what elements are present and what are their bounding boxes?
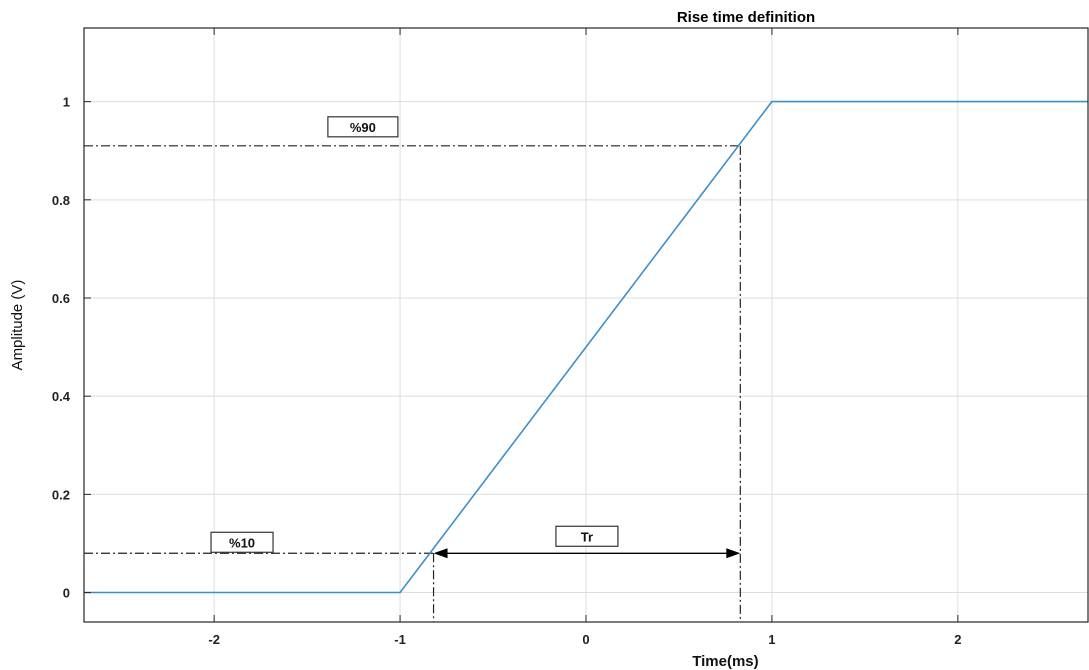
low-threshold-box [210,531,274,553]
y-tick-label: 0.4 [52,389,71,404]
low-threshold-label: %10 [229,535,255,550]
rise-time-label: Tr [581,529,593,544]
y-tick-label: 0.2 [52,487,70,502]
chart-title: Rise time definition [677,9,815,26]
rise-time-arrow [433,548,741,559]
x-tick-label: -2 [208,632,220,647]
signal-line [84,100,1088,594]
rise-time-box [555,525,619,547]
arrow-head-left [433,548,448,559]
axis-ticks: -2 -1 0 1 2 0 0.2 0.4 0.6 0.8 1 [52,28,961,647]
x-tick-label: 0 [582,632,589,647]
x-axis-label: Time(ms) [692,653,758,670]
arrow-head-right [726,548,741,559]
y-tick-label: 0 [63,586,70,601]
y-tick-label: 0.6 [52,291,70,306]
x-tick-label: 2 [954,632,961,647]
y-axis-label: Amplitude (V) [9,280,26,371]
x-tick-label: 1 [768,632,775,647]
x-tick-label: -1 [394,632,406,647]
y-tick-label: 1 [63,95,70,110]
threshold-guides [84,145,741,622]
y-tick-label: 0.8 [52,193,70,208]
annotation-boxes: %10 %90 Tr [210,116,619,553]
high-threshold-box [327,116,399,138]
high-threshold-label: %90 [350,120,376,135]
